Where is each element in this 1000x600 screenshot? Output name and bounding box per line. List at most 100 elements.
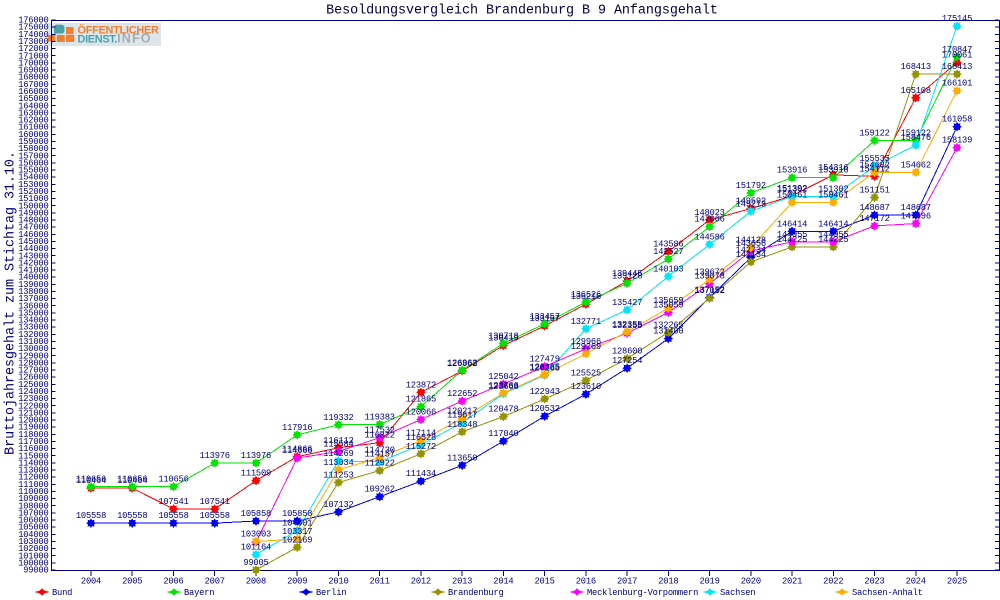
svg-text:151392: 151392 xyxy=(777,184,807,194)
svg-text:158139: 158139 xyxy=(942,136,972,146)
svg-text:114666: 114666 xyxy=(282,446,312,456)
svg-text:2014: 2014 xyxy=(493,577,513,587)
svg-text:137052: 137052 xyxy=(694,286,724,296)
svg-text:132155: 132155 xyxy=(612,321,642,331)
svg-text:147066: 147066 xyxy=(694,215,724,225)
svg-text:105858: 105858 xyxy=(241,509,271,519)
svg-text:126365: 126365 xyxy=(529,363,559,373)
svg-text:2023: 2023 xyxy=(864,577,884,587)
svg-text:139445: 139445 xyxy=(612,269,642,279)
svg-text:114269: 114269 xyxy=(323,449,353,459)
svg-text:120066: 120066 xyxy=(406,408,436,418)
svg-text:134000: 134000 xyxy=(18,316,48,326)
svg-text:128600: 128600 xyxy=(612,347,642,357)
svg-text:Bund: Bund xyxy=(52,588,72,598)
svg-text:105000: 105000 xyxy=(18,523,48,533)
svg-text:167000: 167000 xyxy=(18,80,48,90)
svg-text:111253: 111253 xyxy=(323,470,353,480)
svg-text:141000: 141000 xyxy=(18,266,48,276)
svg-text:150461: 150461 xyxy=(777,190,807,200)
svg-text:114000: 114000 xyxy=(18,458,48,468)
svg-text:112922: 112922 xyxy=(365,459,395,469)
svg-text:125525: 125525 xyxy=(571,369,601,379)
svg-text:Besoldungsvergleich Brandenbur: Besoldungsvergleich Brandenburg B 9 Anfa… xyxy=(326,3,718,18)
svg-text:159122: 159122 xyxy=(901,129,931,139)
svg-text:137152: 137152 xyxy=(694,285,724,295)
svg-text:122652: 122652 xyxy=(447,389,477,399)
svg-text:150000: 150000 xyxy=(18,201,48,211)
svg-text:142000: 142000 xyxy=(18,258,48,268)
svg-text:147172: 147172 xyxy=(859,214,889,224)
svg-text:166101: 166101 xyxy=(942,79,972,89)
svg-text:168000: 168000 xyxy=(18,73,48,83)
svg-text:149592: 149592 xyxy=(736,197,766,207)
svg-text:132355: 132355 xyxy=(612,320,642,330)
svg-text:105558: 105558 xyxy=(158,511,188,521)
svg-text:151151: 151151 xyxy=(859,185,889,195)
svg-text:107132: 107132 xyxy=(323,500,353,510)
svg-text:159000: 159000 xyxy=(18,137,48,147)
svg-text:143000: 143000 xyxy=(18,251,48,261)
svg-text:105558: 105558 xyxy=(117,511,147,521)
svg-text:114730: 114730 xyxy=(365,446,395,456)
svg-text:131000: 131000 xyxy=(18,337,48,347)
svg-text:146414: 146414 xyxy=(818,219,848,229)
svg-text:118348: 118348 xyxy=(447,420,477,430)
svg-text:165000: 165000 xyxy=(18,94,48,104)
svg-text:140000: 140000 xyxy=(18,273,48,283)
svg-text:DIENST.INFO: DIENST.INFO xyxy=(78,32,152,46)
svg-text:Bruttojahresgehalt zum Stichta: Bruttojahresgehalt zum Stichtag 31.10. xyxy=(4,151,19,455)
svg-text:154112: 154112 xyxy=(859,164,889,174)
svg-text:109000: 109000 xyxy=(18,494,48,504)
svg-text:107000: 107000 xyxy=(18,508,48,518)
svg-text:113000: 113000 xyxy=(18,466,48,476)
svg-text:144955: 144955 xyxy=(777,230,807,240)
svg-text:166000: 166000 xyxy=(18,87,48,97)
svg-text:143586: 143586 xyxy=(653,240,683,250)
svg-text:146414: 146414 xyxy=(777,219,807,229)
svg-text:115272: 115272 xyxy=(406,442,436,452)
svg-text:135659: 135659 xyxy=(653,296,683,306)
svg-text:107541: 107541 xyxy=(158,497,188,507)
svg-text:153000: 153000 xyxy=(18,180,48,190)
svg-text:117532: 117532 xyxy=(365,426,395,436)
svg-text:160000: 160000 xyxy=(18,130,48,140)
svg-text:151792: 151792 xyxy=(736,181,766,191)
svg-text:136526: 136526 xyxy=(571,290,601,300)
svg-text:104000: 104000 xyxy=(18,530,48,540)
svg-text:136216: 136216 xyxy=(571,292,601,302)
svg-text:113034: 113034 xyxy=(323,458,353,468)
svg-text:174000: 174000 xyxy=(18,30,48,40)
svg-text:127254: 127254 xyxy=(612,356,642,366)
svg-text:148000: 148000 xyxy=(18,216,48,226)
svg-text:120532: 120532 xyxy=(529,404,559,414)
svg-text:171000: 171000 xyxy=(18,51,48,61)
svg-text:149213: 149213 xyxy=(736,199,766,209)
svg-text:148023: 148023 xyxy=(694,208,724,218)
svg-text:144225: 144225 xyxy=(777,235,807,245)
svg-text:133457: 133457 xyxy=(529,312,559,322)
svg-text:144000: 144000 xyxy=(18,244,48,254)
svg-text:145000: 145000 xyxy=(18,237,48,247)
svg-text:103317: 103317 xyxy=(282,527,312,537)
svg-text:117114: 117114 xyxy=(406,429,436,439)
svg-text:105558: 105558 xyxy=(200,511,230,521)
svg-text:ÖFFENTLICHER: ÖFFENTLICHER xyxy=(78,23,159,36)
svg-text:155000: 155000 xyxy=(18,166,48,176)
svg-text:107541: 107541 xyxy=(200,497,230,507)
svg-text:173000: 173000 xyxy=(18,37,48,47)
svg-text:115000: 115000 xyxy=(18,451,48,461)
svg-text:133000: 133000 xyxy=(18,323,48,333)
svg-text:123766: 123766 xyxy=(488,381,518,391)
svg-text:130000: 130000 xyxy=(18,344,48,354)
svg-text:Sachsen: Sachsen xyxy=(720,588,755,598)
svg-text:140103: 140103 xyxy=(653,264,683,274)
svg-text:99000: 99000 xyxy=(23,566,48,576)
svg-text:123872: 123872 xyxy=(406,380,436,390)
svg-text:113976: 113976 xyxy=(200,451,230,461)
svg-text:2013: 2013 xyxy=(452,577,472,587)
svg-text:161000: 161000 xyxy=(18,123,48,133)
svg-text:117916: 117916 xyxy=(282,423,312,433)
svg-text:103000: 103000 xyxy=(18,537,48,547)
svg-text:151000: 151000 xyxy=(18,194,48,204)
